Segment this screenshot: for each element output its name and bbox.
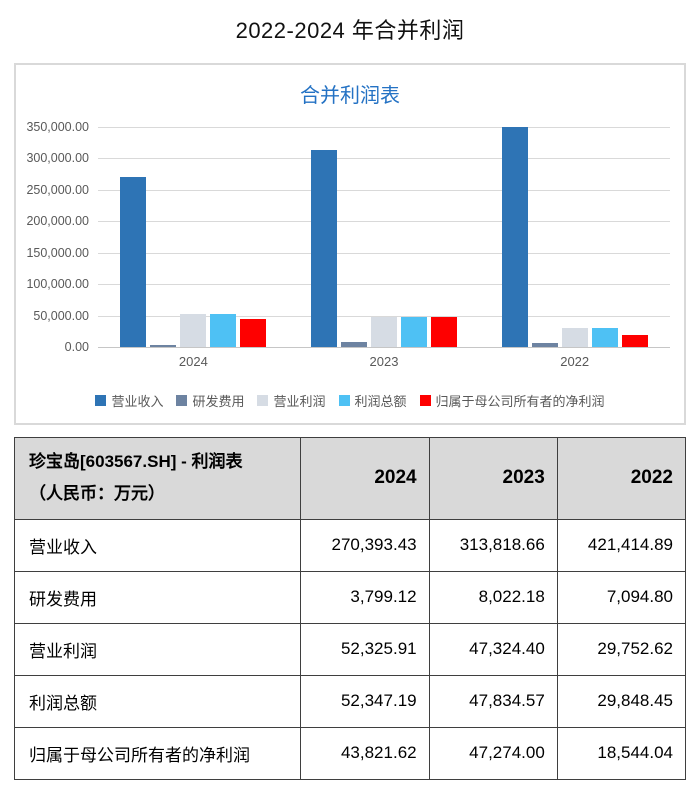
row-value: 47,834.57 (428, 674, 558, 728)
bar-group-2023 (289, 127, 480, 347)
legend-marker-icon (257, 395, 269, 406)
row-value: 29,848.45 (556, 674, 687, 728)
row-label: 归属于母公司所有者的净利润 (13, 726, 302, 780)
bar-归属于母公司所有者的净利润-2022 (621, 335, 648, 347)
gridline (98, 221, 670, 223)
bar-研发费用-2024 (150, 344, 177, 347)
gridline (98, 315, 670, 317)
row-value: 3,799.12 (300, 570, 430, 624)
row-value: 8,022.18 (428, 570, 558, 624)
bar-研发费用-2023 (341, 341, 367, 347)
bar-归属于母公司所有者的净利润-2024 (240, 319, 267, 347)
bar-研发费用-2022 (531, 342, 558, 347)
table-row: 研发费用 3,799.12 8,022.18 7,094.80 (13, 570, 687, 624)
table-header-row: 珍宝岛[603567.SH] - 利润表 （人民币：万元） 2024 2023 … (13, 437, 687, 520)
y-axis-tick-label: 200,000.00 (26, 214, 89, 229)
legend-label: 研发费用 (192, 394, 245, 409)
legend-marker-icon (176, 395, 188, 406)
plot-area: 0.00 50,000.00 100,000.00 150,000.00 200,000… (26, 120, 670, 354)
y-axis-tick-label: 350,000.00 (26, 120, 89, 134)
row-label: 营业收入 (13, 518, 302, 572)
bar-group-2022 (479, 127, 670, 347)
chart-panel: 合并利润表 0.00 50,000.00 100,000.00 150,000.00 2… (14, 63, 686, 425)
bar-groups (98, 127, 670, 347)
table-title-line1: 珍宝岛[603567.SH] - 利润表 (29, 452, 243, 471)
legend-label: 利润总额 (354, 394, 407, 409)
bar-利润总额-2023 (401, 316, 427, 347)
legend-item: 研发费用 (176, 391, 244, 410)
row-value: 29,752.62 (556, 622, 687, 676)
bar-营业收入-2024 (120, 177, 147, 347)
legend-label: 营业利润 (273, 394, 326, 409)
chart-legend: 营业收入 研发费用 营业利润 利润总额 归属于母公司所有者的净利润 (16, 391, 684, 410)
row-value: 47,324.40 (428, 622, 558, 676)
bar-营业收入-2023 (311, 149, 337, 347)
table-row: 利润总额 52,347.19 47,834.57 29,848.45 (13, 674, 687, 728)
y-axis-tick-label: 50,000.00 (33, 308, 89, 323)
y-axis-tick-label: 100,000.00 (26, 277, 89, 292)
row-value: 18,544.04 (556, 726, 687, 780)
table-title-line2: （人民币：万元） (29, 484, 165, 504)
table-title-cell: 珍宝岛[603567.SH] - 利润表 （人民币：万元） (13, 437, 302, 520)
gridline (98, 284, 670, 286)
y-axis-tick-label: 0.00 (64, 340, 89, 354)
gridline (98, 252, 670, 254)
row-value: 43,821.62 (300, 726, 430, 780)
row-value: 52,325.91 (300, 622, 430, 676)
row-label: 利润总额 (13, 674, 302, 728)
y-axis-tick-label: 250,000.00 (26, 182, 89, 197)
row-value: 47,274.00 (428, 726, 558, 780)
gridline (98, 189, 670, 191)
column-header-2024: 2024 (300, 437, 430, 520)
bar-营业收入-2022 (501, 127, 528, 347)
x-axis-label-2022: 2022 (560, 354, 590, 369)
row-value: 7,094.80 (556, 570, 687, 624)
bar-营业利润-2024 (180, 314, 207, 347)
legend-item: 营业利润 (257, 391, 326, 410)
chart-title: 合并利润表 (300, 85, 400, 107)
row-value: 52,347.19 (300, 674, 430, 728)
bar-营业利润-2022 (561, 328, 588, 347)
table-row: 营业利润 52,325.91 47,324.40 29,752.62 (13, 622, 687, 676)
table-row: 归属于母公司所有者的净利润 43,821.62 47,274.00 18,544.04 (13, 726, 687, 780)
x-axis-label-2024: 2024 (178, 354, 208, 369)
row-value: 270,393.43 (300, 518, 430, 572)
bar-营业利润-2023 (371, 317, 397, 347)
legend-marker-icon (338, 395, 350, 406)
legend-marker-icon (95, 395, 107, 406)
y-axis-tick-label: 300,000.00 (26, 151, 89, 166)
bar-group-2024 (98, 127, 289, 347)
legend-marker-icon (419, 395, 431, 406)
legend-item: 归属于母公司所有者的净利润 (419, 391, 605, 410)
gridline (98, 127, 670, 128)
bar-利润总额-2022 (591, 328, 618, 347)
bar-归属于母公司所有者的净利润-2023 (431, 317, 457, 347)
bar-利润总额-2024 (210, 314, 237, 347)
legend-label: 归属于母公司所有者的净利润 (435, 394, 605, 409)
row-value: 421,414.89 (556, 518, 687, 572)
row-label: 营业利润 (13, 622, 302, 676)
legend-label: 营业收入 (111, 394, 164, 409)
row-value: 313,818.66 (428, 518, 558, 572)
y-axis-tick-label: 150,000.00 (26, 245, 89, 260)
column-header-2023: 2023 (428, 437, 558, 520)
column-header-2022: 2022 (556, 437, 687, 520)
gridline (98, 158, 670, 160)
legend-item: 利润总额 (338, 391, 407, 410)
legend-item: 营业收入 (95, 391, 163, 410)
row-label: 研发费用 (13, 570, 302, 624)
x-axis-labels: 2024 2023 2022 (98, 354, 670, 369)
table-row: 营业收入 270,393.43 313,818.66 421,414.89 (13, 518, 687, 572)
page-title: 2022-2024 年合并利润 (235, 18, 465, 43)
profit-table: 珍宝岛[603567.SH] - 利润表 （人民币：万元） 2024 2023 … (13, 437, 687, 780)
x-axis-label-2023: 2023 (369, 354, 399, 369)
